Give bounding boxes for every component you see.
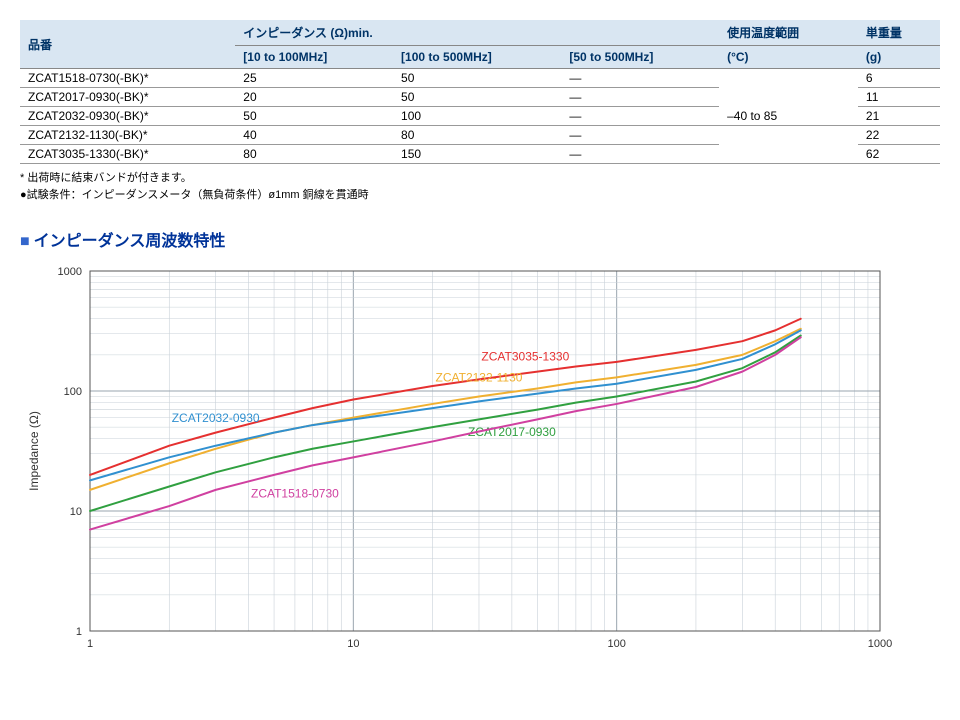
col-temp: 使用温度範囲 [719, 20, 858, 46]
svg-text:ZCAT3035-1330: ZCAT3035-1330 [481, 349, 569, 363]
col-temp-sub: (°C) [719, 46, 858, 69]
col-imp-c: [50 to 500MHz] [561, 46, 719, 69]
svg-text:1: 1 [76, 626, 82, 638]
col-imp-b: [100 to 500MHz] [393, 46, 561, 69]
square-bullet-icon: ■ [20, 233, 30, 250]
col-partno: 品番 [20, 20, 235, 69]
col-weight: 単重量 [858, 20, 940, 46]
svg-text:1: 1 [87, 638, 93, 650]
svg-text:1000: 1000 [868, 638, 892, 650]
spec-table: 品番 インピーダンス (Ω)min. 使用温度範囲 単重量 [10 to 100… [20, 20, 940, 164]
note-1: * 出荷時に結束バンドが付きます。 [20, 170, 940, 187]
svg-text:ZCAT2017-0930: ZCAT2017-0930 [468, 425, 556, 439]
svg-text:ZCAT2032-0930: ZCAT2032-0930 [172, 411, 260, 425]
table-row: ZCAT2017-0930(-BK)*2050—11 [20, 88, 940, 107]
svg-text:100: 100 [607, 638, 625, 650]
svg-text:ZCAT2132-1130: ZCAT2132-1130 [436, 370, 523, 384]
table-row: ZCAT2032-0930(-BK)*50100—–40 to 8521 [20, 107, 940, 126]
table-row: ZCAT3035-1330(-BK)*80150—62 [20, 145, 940, 164]
note-2: ●試験条件：インピーダンスメータ（無負荷条件）ø1mm 銅線を貫通時 [20, 187, 940, 204]
table-row: ZCAT2132-1130(-BK)*4080—22 [20, 126, 940, 145]
chart-svg: 1 10 100 1000 1 10 100 1000 Impedance (Ω) ZCAT303… [20, 261, 900, 661]
svg-text:10: 10 [347, 638, 359, 650]
col-impedance: インピーダンス (Ω)min. [235, 20, 719, 46]
table-row: ZCAT1518-0730(-BK)*2550—6 [20, 69, 940, 88]
svg-text:1000: 1000 [58, 266, 82, 278]
svg-text:ZCAT1518-0730: ZCAT1518-0730 [251, 486, 339, 500]
svg-text:10: 10 [70, 506, 82, 518]
svg-text:Impedance (Ω): Impedance (Ω) [27, 411, 41, 491]
col-weight-sub: (g) [858, 46, 940, 69]
col-imp-a: [10 to 100MHz] [235, 46, 393, 69]
chart-title: ■インピーダンス周波数特性 [20, 227, 940, 251]
footnotes: * 出荷時に結束バンドが付きます。 ●試験条件：インピーダンスメータ（無負荷条件… [20, 170, 940, 203]
svg-text:100: 100 [64, 386, 82, 398]
impedance-chart: 1 10 100 1000 1 10 100 1000 Impedance (Ω) ZCAT303… [20, 261, 940, 661]
